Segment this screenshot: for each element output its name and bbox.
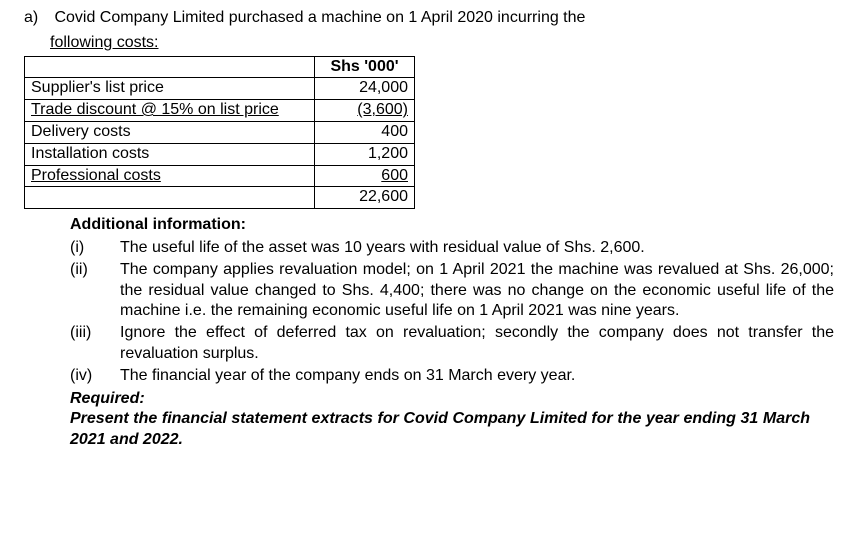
cost-label: Professional costs [25, 165, 315, 187]
table-row: 22,600 [25, 187, 415, 209]
table-header-row: Shs '000' [25, 56, 415, 78]
costs-table: Shs '000' Supplier's list price 24,000 T… [24, 56, 415, 210]
cost-value: 600 [315, 165, 415, 187]
required-text: Present the financial statement extracts… [70, 409, 810, 451]
cost-label: Installation costs [25, 143, 315, 165]
cost-value: (3,600) [315, 100, 415, 122]
cost-label: Supplier's list price [25, 78, 315, 100]
info-text: The company applies revaluation model; o… [120, 260, 834, 322]
question-intro: Covid Company Limited purchased a machin… [54, 8, 810, 29]
question-intro-line2: following costs: [50, 33, 834, 54]
table-row: Installation costs 1,200 [25, 143, 415, 165]
info-item: (iii) Ignore the effect of deferred tax … [70, 323, 834, 365]
cost-label [25, 187, 315, 209]
table-header-blank [25, 56, 315, 78]
info-item: (ii) The company applies revaluation mod… [70, 260, 834, 322]
question-label: a) [24, 8, 50, 29]
table-header-value: Shs '000' [315, 56, 415, 78]
cost-label: Delivery costs [25, 121, 315, 143]
info-text: Ignore the effect of deferred tax on rev… [120, 323, 834, 365]
info-marker: (ii) [70, 260, 120, 322]
question-header: a) Covid Company Limited purchased a mac… [24, 8, 834, 29]
info-text: The useful life of the asset was 10 year… [120, 238, 834, 259]
info-item: (iv) The financial year of the company e… [70, 366, 834, 387]
additional-info-heading: Additional information: [70, 215, 834, 236]
cost-value: 22,600 [315, 187, 415, 209]
required-label: Required: [70, 389, 834, 410]
info-text: The financial year of the company ends o… [120, 366, 834, 387]
table-row: Delivery costs 400 [25, 121, 415, 143]
cost-value: 24,000 [315, 78, 415, 100]
table-row: Professional costs 600 [25, 165, 415, 187]
table-row: Supplier's list price 24,000 [25, 78, 415, 100]
info-marker: (iii) [70, 323, 120, 365]
info-marker: (iv) [70, 366, 120, 387]
info-list: (i) The useful life of the asset was 10 … [70, 238, 834, 387]
info-marker: (i) [70, 238, 120, 259]
info-item: (i) The useful life of the asset was 10 … [70, 238, 834, 259]
cost-value: 400 [315, 121, 415, 143]
table-row: Trade discount @ 15% on list price (3,60… [25, 100, 415, 122]
cost-value: 1,200 [315, 143, 415, 165]
cost-label: Trade discount @ 15% on list price [25, 100, 315, 122]
